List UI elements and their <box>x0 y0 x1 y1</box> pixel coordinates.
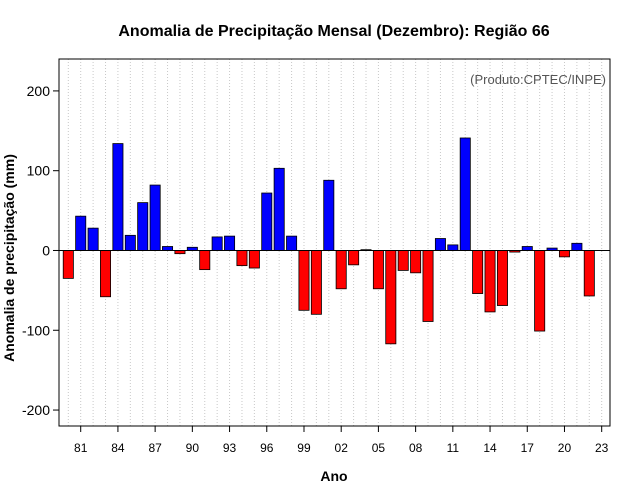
x-tick-label: 17 <box>521 441 535 455</box>
x-tick-label: 99 <box>297 441 311 455</box>
bar-1998 <box>286 235 298 251</box>
chart-title: Anomalia de Precipitação Mensal (Dezembr… <box>118 23 549 40</box>
bar-2002 <box>335 250 347 290</box>
bar-2018 <box>534 250 546 332</box>
x-tick-label: 96 <box>260 441 274 455</box>
bar-2017 <box>521 246 533 251</box>
bar-2001 <box>323 179 335 251</box>
bar-2000 <box>310 250 322 315</box>
y-tick-label: -200 <box>22 402 50 418</box>
bar-1980 <box>62 250 74 279</box>
bar-2009 <box>422 250 434 322</box>
x-tick-label: 81 <box>74 441 88 455</box>
bar-1996 <box>261 192 273 251</box>
bar-2007 <box>397 250 409 271</box>
bar-2013 <box>472 250 484 294</box>
x-tick-label: 23 <box>595 441 609 455</box>
x-tick-label: 11 <box>447 441 460 455</box>
bar-2011 <box>447 244 459 251</box>
bar-1982 <box>87 227 99 251</box>
bar-1992 <box>211 236 223 251</box>
y-tick-label: -100 <box>22 322 50 338</box>
bar-series <box>62 137 595 345</box>
bar-2020 <box>558 250 570 258</box>
bar-1994 <box>236 250 248 267</box>
x-tick-label: 84 <box>111 441 125 455</box>
x-axis: 81 84 87 90 93 96 99 02 05 08 11 14 17 20 23 <box>74 426 609 455</box>
bar-1983 <box>100 250 112 298</box>
bar-2012 <box>459 137 471 251</box>
vertical-grid <box>67 59 603 426</box>
x-tick-label: 93 <box>223 441 237 455</box>
bar-1981 <box>75 215 87 251</box>
bar-1985 <box>124 234 136 251</box>
bar-2015 <box>496 250 508 306</box>
bar-2010 <box>434 238 446 251</box>
bar-2008 <box>410 250 422 274</box>
bar-1984 <box>112 143 124 251</box>
y-axis: -200 -100 0 100 200 <box>22 83 59 418</box>
x-tick-label: 05 <box>372 441 386 455</box>
bar-2021 <box>571 242 583 251</box>
x-tick-label: 90 <box>186 441 200 455</box>
bar-2005 <box>372 250 384 290</box>
bar-1991 <box>199 250 211 271</box>
y-tick-label: 200 <box>27 83 51 99</box>
bar-1997 <box>273 167 285 251</box>
bar-2003 <box>348 250 360 266</box>
bar-2006 <box>385 250 397 345</box>
bar-1987 <box>149 184 161 251</box>
x-tick-label: 08 <box>409 441 423 455</box>
y-axis-label: Anomalia de precipitação (mm) <box>1 154 17 362</box>
x-tick-label: 87 <box>148 441 162 455</box>
bar-2014 <box>484 250 496 313</box>
y-tick-label: 0 <box>42 242 50 258</box>
credit-annotation: (Produto:CPTEC/INPE) <box>470 72 606 87</box>
bar-1995 <box>248 250 260 269</box>
bar-1986 <box>137 202 149 251</box>
bar-1999 <box>298 250 310 311</box>
bar-1993 <box>224 235 236 251</box>
bar-1988 <box>162 246 174 251</box>
bar-2022 <box>583 250 595 297</box>
x-tick-label: 20 <box>558 441 572 455</box>
x-axis-label: Ano <box>320 468 347 484</box>
x-tick-label: 14 <box>483 441 497 455</box>
x-tick-label: 02 <box>335 441 349 455</box>
plot-frame <box>58 58 611 427</box>
y-tick-label: 100 <box>27 163 51 179</box>
